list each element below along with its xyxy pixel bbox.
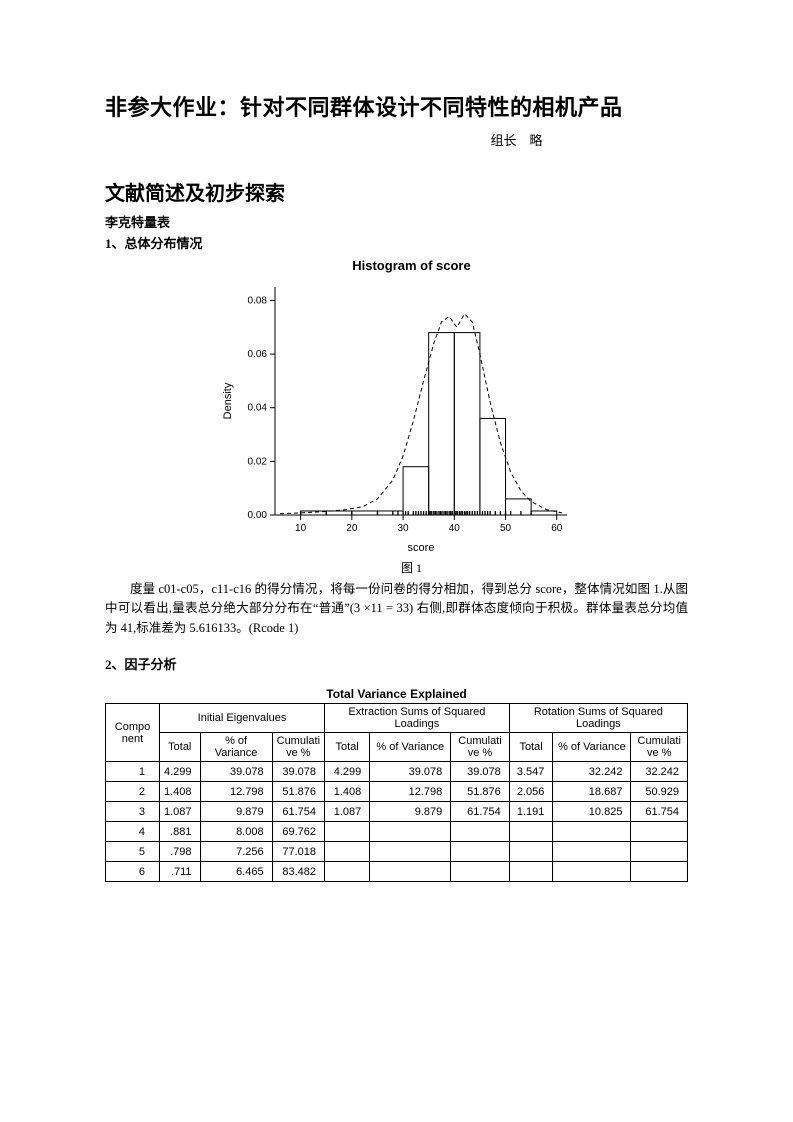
svg-text:Density: Density (222, 382, 234, 419)
table-cell: 51.876 (451, 782, 509, 802)
table-title: Total Variance Explained (105, 687, 688, 701)
table-cell: .798 (160, 842, 201, 862)
table-cell (370, 862, 451, 882)
table-cell (325, 842, 370, 862)
sub-header: Cumulative % (631, 733, 688, 762)
table-cell (509, 822, 553, 842)
table-cell: 39.078 (370, 762, 451, 782)
table-cell: 8.008 (200, 822, 272, 842)
table-cell (370, 822, 451, 842)
table-cell: 18.687 (553, 782, 631, 802)
table-cell: 1.191 (509, 802, 553, 822)
table-cell: 1.408 (325, 782, 370, 802)
table-cell: .881 (160, 822, 201, 842)
group-header: Rotation Sums of Squared Loadings (509, 704, 687, 733)
section-heading-1: 文献简述及初步探索 (105, 177, 688, 206)
factor-heading: 2、因子分析 (105, 654, 688, 673)
table-cell: 69.762 (272, 822, 324, 842)
likert-heading: 李克特量表 (105, 212, 688, 231)
table-cell (553, 822, 631, 842)
figure-label: 图 1 (105, 559, 688, 576)
table-cell: 6.465 (200, 862, 272, 882)
table-cell: 6 (106, 862, 160, 882)
table-cell: 9.879 (200, 802, 272, 822)
table-cell: 2.056 (509, 782, 553, 802)
table-cell: 1 (106, 762, 160, 782)
subtitle: 组长 略 (105, 130, 688, 149)
table-cell: 50.929 (631, 782, 688, 802)
sub-header: % of Variance (200, 733, 272, 762)
table-cell (631, 862, 688, 882)
table-cell (451, 822, 509, 842)
svg-text:30: 30 (397, 523, 409, 534)
svg-text:20: 20 (346, 523, 358, 534)
svg-text:0.06: 0.06 (247, 349, 267, 360)
sub-header: Cumulative % (451, 733, 509, 762)
table-cell: 32.242 (631, 762, 688, 782)
svg-text:0.02: 0.02 (247, 456, 267, 467)
table-cell (553, 842, 631, 862)
table-cell: 61.754 (272, 802, 324, 822)
sub-header: Total (509, 733, 553, 762)
table-cell: .711 (160, 862, 201, 882)
table-cell: 1.087 (325, 802, 370, 822)
table-cell (325, 822, 370, 842)
sub-header: Total (160, 733, 201, 762)
table-cell: 4.299 (160, 762, 201, 782)
page-title: 非参大作业：针对不同群体设计不同特性的相机产品 (105, 90, 688, 122)
svg-text:0.08: 0.08 (247, 295, 267, 306)
table-cell: 2 (106, 782, 160, 802)
table-cell (553, 862, 631, 882)
sub-header: % of Variance (370, 733, 451, 762)
histogram-chart: Histogram of score 0.00 0.02 0.04 0.06 0.08 1… (105, 258, 688, 559)
group-header: Initial Eigenvalues (160, 704, 325, 733)
table-cell: 12.798 (370, 782, 451, 802)
table-cell (370, 842, 451, 862)
sub-header: Cumulative % (272, 733, 324, 762)
histogram-svg: 0.00 0.02 0.04 0.06 0.08 10 20 30 40 50 60 score Den… (217, 279, 577, 559)
table-cell: 4.299 (325, 762, 370, 782)
svg-text:score: score (407, 542, 434, 554)
table-cell: 61.754 (631, 802, 688, 822)
body-paragraph: 度量 c01-c05，c11-c16 的得分情况，将每一份问卷的得分相加，得到总… (105, 580, 688, 638)
table-cell: 3.547 (509, 762, 553, 782)
table-cell: 32.242 (553, 762, 631, 782)
table-cell: 39.078 (272, 762, 324, 782)
svg-text:0.04: 0.04 (247, 403, 267, 414)
svg-text:50: 50 (499, 523, 511, 534)
table-cell: 83.482 (272, 862, 324, 882)
table-cell: 3 (106, 802, 160, 822)
table-cell: 7.256 (200, 842, 272, 862)
table-cell (451, 842, 509, 862)
col-component: Component (106, 704, 160, 762)
table-cell (451, 862, 509, 882)
table-cell: 9.879 (370, 802, 451, 822)
svg-text:0.00: 0.00 (247, 510, 267, 521)
svg-text:40: 40 (448, 523, 460, 534)
svg-text:60: 60 (551, 523, 563, 534)
table-cell: 51.876 (272, 782, 324, 802)
table-cell (509, 862, 553, 882)
table-cell: 5 (106, 842, 160, 862)
sub-header: Total (325, 733, 370, 762)
sub-header: % of Variance (553, 733, 631, 762)
table-cell: 12.798 (200, 782, 272, 802)
table-cell (631, 842, 688, 862)
table-cell: 10.825 (553, 802, 631, 822)
table-cell: 39.078 (451, 762, 509, 782)
table-cell: 77.018 (272, 842, 324, 862)
table-cell: 1.408 (160, 782, 201, 802)
table-cell (631, 822, 688, 842)
svg-text:10: 10 (295, 523, 307, 534)
table-cell (509, 842, 553, 862)
table-cell: 61.754 (451, 802, 509, 822)
chart-title: Histogram of score (105, 258, 688, 273)
distribution-heading: 1、总体分布情况 (105, 233, 688, 252)
variance-table: ComponentInitial EigenvaluesExtraction S… (105, 703, 688, 882)
group-header: Extraction Sums of Squared Loadings (325, 704, 510, 733)
table-cell: 1.087 (160, 802, 201, 822)
table-cell: 39.078 (200, 762, 272, 782)
table-cell: 4 (106, 822, 160, 842)
table-cell (325, 862, 370, 882)
